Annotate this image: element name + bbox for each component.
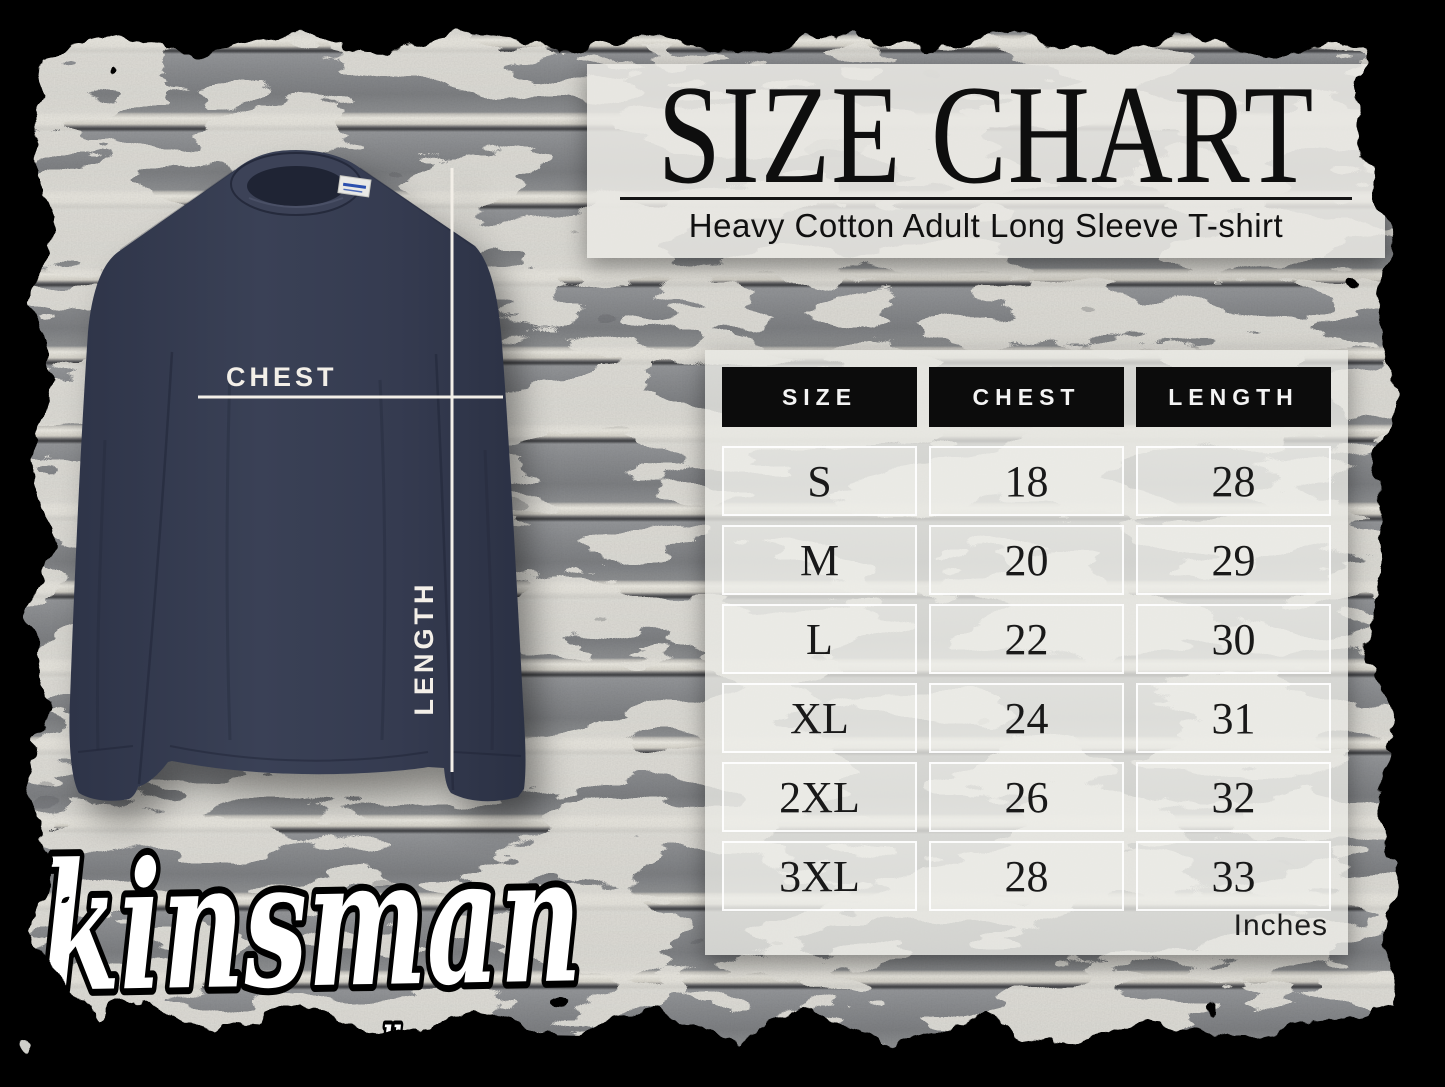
table-cell: 20 (929, 525, 1124, 595)
table-cell: M (722, 525, 917, 595)
table-cell: 2XL (722, 762, 917, 832)
title-panel: SIZE CHART Heavy Cotton Adult Long Sleev… (587, 64, 1385, 258)
shirt-illustration: CHEST LENGTH (30, 140, 670, 845)
table-cell: 28 (929, 841, 1124, 911)
logo-wordmark: kinsman (39, 817, 582, 1031)
page-subtitle: Heavy Cotton Adult Long Sleeve T-shirt (688, 207, 1284, 244)
shirt-body (69, 150, 526, 802)
long-sleeve-shirt-graphic: CHEST LENGTH (69, 150, 526, 802)
neck-tag (337, 175, 372, 198)
table-cell: S (722, 446, 917, 516)
table-cell: L (722, 604, 917, 674)
table-cell: 33 (1136, 841, 1331, 911)
size-table-panel: SIZE CHEST LENGTH S 18 28 M 20 29 L 22 3… (705, 350, 1348, 955)
table-cell: 31 (1136, 683, 1331, 753)
brand-logo: kinsman trading co. llc (12, 770, 652, 1085)
length-label: LENGTH (409, 581, 439, 716)
table-cell: 3XL (722, 841, 917, 911)
table-cell: XL (722, 683, 917, 753)
table-header-size: SIZE (722, 367, 917, 427)
table-cell: 22 (929, 604, 1124, 674)
units-label: Inches (1233, 909, 1328, 942)
table-cell: 18 (929, 446, 1124, 516)
tagline-ornament-right (417, 1030, 611, 1056)
logo-tagline: trading co. llc (219, 1018, 417, 1069)
table-header-chest: CHEST (929, 367, 1124, 427)
table-cell: 26 (929, 762, 1124, 832)
collar-opening (247, 166, 345, 206)
table-header-length: LENGTH (1136, 367, 1331, 427)
chest-label: CHEST (226, 362, 338, 392)
table-cell: 28 (1136, 446, 1331, 516)
table-cell: 30 (1136, 604, 1331, 674)
kinsman-logo-graphic: kinsman trading co. llc (27, 810, 611, 1073)
page-title: SIZE CHART (657, 57, 1315, 214)
tagline-ornament-left (27, 1030, 221, 1056)
table-cell: 29 (1136, 525, 1331, 595)
title-underline (620, 197, 1352, 200)
table-cell: 32 (1136, 762, 1331, 832)
table-cell: 24 (929, 683, 1124, 753)
size-table: SIZE CHEST LENGTH S 18 28 M 20 29 L 22 3… (722, 367, 1331, 911)
